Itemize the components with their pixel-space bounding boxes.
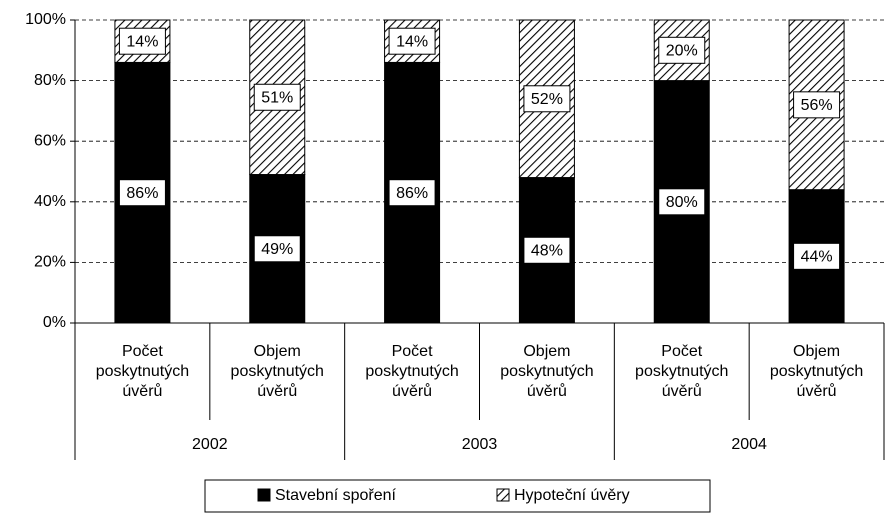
data-label: 14% [126, 33, 158, 50]
data-label: 86% [126, 185, 158, 202]
data-label: 48% [531, 242, 563, 259]
group-label: 2002 [192, 436, 228, 453]
data-label-box [118, 27, 166, 55]
data-label-box [658, 188, 706, 216]
data-label-box [793, 242, 841, 270]
y-tick-label: 60% [34, 132, 66, 149]
data-label: 56% [801, 97, 833, 114]
data-label: 80% [666, 194, 698, 211]
data-label-box [388, 27, 436, 55]
y-tick-label: 100% [25, 11, 66, 28]
x-tick-label: Objem poskytnutých úvěrů [230, 343, 324, 400]
legend-box [204, 479, 711, 513]
data-label: 49% [261, 241, 293, 258]
data-label-box [118, 179, 166, 207]
x-tick-label: Objem poskytnutých úvěrů [500, 343, 594, 400]
legend-label: Hypoteční úvěry [514, 487, 630, 504]
data-label: 44% [801, 249, 833, 266]
group-label: 2003 [462, 436, 498, 453]
legend-swatch [257, 488, 271, 502]
data-label-box [253, 235, 301, 263]
data-label-box [253, 83, 301, 111]
legend-swatch [496, 488, 510, 502]
x-tick-label: Počet poskytnutých úvěrů [635, 343, 729, 400]
data-label-box [523, 236, 571, 264]
x-tick-label: Počet poskytnutých úvěrů [95, 343, 190, 400]
x-tick-label: Objem poskytnutých úvěrů [769, 343, 864, 400]
data-label: 52% [531, 91, 563, 108]
data-label-box [793, 91, 841, 119]
data-label-box [658, 36, 706, 64]
y-tick-label: 0% [43, 314, 66, 331]
group-label: 2004 [731, 436, 767, 453]
legend-label: Stavební spoření [275, 487, 397, 504]
y-tick-label: 40% [34, 193, 66, 210]
data-label: 14% [396, 33, 428, 50]
data-label-box [388, 179, 436, 207]
data-label: 86% [396, 185, 428, 202]
y-tick-label: 80% [34, 72, 66, 89]
x-tick-label: Počet poskytnutých úvěrů [365, 343, 459, 400]
data-label: 51% [261, 89, 293, 106]
data-label: 20% [666, 43, 698, 60]
y-tick-label: 20% [34, 254, 66, 271]
data-label-box [523, 85, 571, 113]
